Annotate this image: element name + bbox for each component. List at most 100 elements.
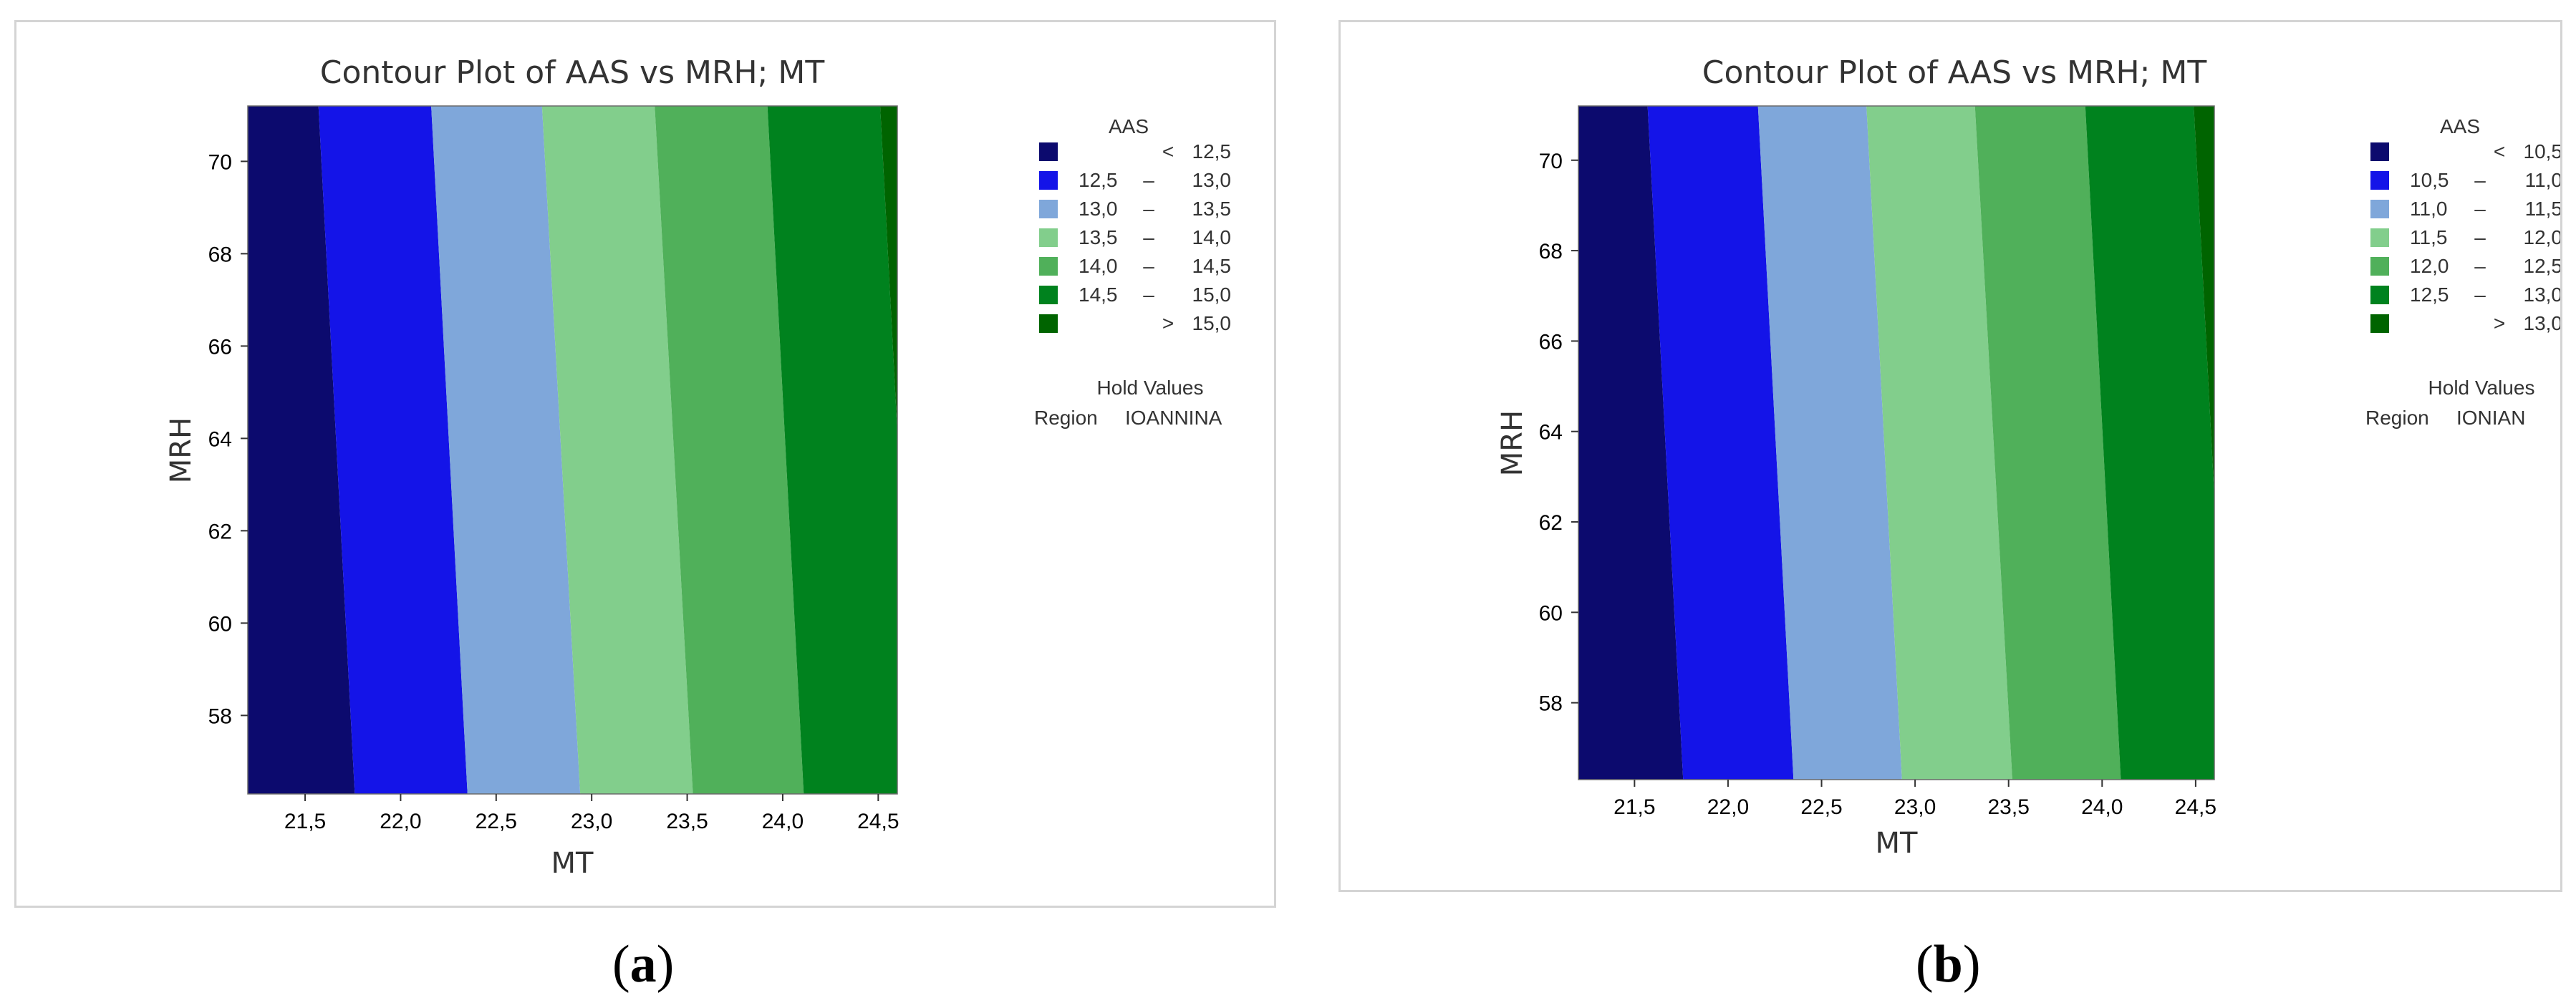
legend-title: AAS (1109, 115, 1149, 137)
x-tick-label-4: 23,5 (1988, 795, 2030, 819)
x-tick-label-2: 22,5 (1800, 795, 1842, 819)
x-tick-label-3: 23,0 (1894, 795, 1936, 819)
legend-swatch-2 (2370, 200, 2389, 218)
x-axis-label: MT (1876, 827, 1919, 860)
legend-low-4: 12,0 (2410, 255, 2449, 277)
caption-a-letter: a (629, 935, 657, 994)
legend-dash-3: – (2474, 226, 2486, 248)
legend-swatch-5 (1039, 286, 1058, 304)
hold-values-title: Hold Values (1097, 377, 1204, 399)
legend-swatch-4 (2370, 257, 2389, 276)
hold-region-value: IOANNINA (1125, 407, 1222, 429)
legend-swatch-0 (1039, 142, 1058, 161)
contour-band-3 (1866, 106, 2012, 780)
plot-frame (1578, 105, 2215, 780)
hold-values-title: Hold Values (2428, 377, 2535, 399)
y-tick-label-5: 68 (208, 243, 232, 266)
chart-title: Contour Plot of AAS vs MRH; MT (1702, 54, 2207, 91)
legend-high-3: 12,0 (2524, 226, 2561, 248)
y-tick-label-2: 62 (208, 520, 232, 543)
y-tick-label-0: 58 (1539, 692, 1563, 716)
y-tick-label-5: 68 (1539, 240, 1563, 263)
contour-bands (1578, 106, 2214, 780)
legend-high-3: 14,0 (1192, 226, 1232, 248)
legend-swatch-2 (1039, 200, 1058, 218)
legend-symbol-0: < (2494, 140, 2505, 163)
legend-high-5: 15,0 (1192, 284, 1232, 306)
y-tick-label-0: 58 (208, 704, 232, 728)
x-tick-label-0: 21,5 (1613, 795, 1655, 819)
legend-swatch-0 (2370, 142, 2389, 161)
x-axis-label: MT (551, 847, 594, 880)
legend-swatch-1 (2370, 171, 2389, 190)
y-tick-label-3: 64 (1539, 421, 1563, 445)
legend-low-2: 11,0 (2410, 198, 2447, 220)
x-tick-label-1: 22,0 (380, 810, 421, 833)
legend-high-4: 12,5 (2524, 255, 2561, 277)
y-tick-label-4: 66 (1539, 330, 1563, 354)
contour-band-0 (1578, 106, 1684, 780)
y-tick-label-1: 60 (208, 612, 232, 636)
x-tick-label-5: 24,0 (762, 810, 804, 833)
y-tick-label-6: 70 (1539, 150, 1563, 173)
legend-dash-2: – (2474, 198, 2486, 220)
legend-low-1: 10,5 (2410, 169, 2449, 191)
legend-low-3: 13,5 (1079, 226, 1118, 248)
legend-dash-1: – (1143, 169, 1154, 191)
y-tick-label-3: 64 (208, 427, 232, 451)
hold-region-label: Region (1034, 407, 1098, 429)
contour-band-5 (2085, 106, 2214, 780)
legend-low-3: 11,5 (2410, 226, 2447, 248)
x-tick-label-2: 22,5 (476, 810, 517, 833)
legend-high-2: 13,5 (1192, 198, 1232, 220)
legend-swatch-3 (1039, 228, 1058, 247)
hold-region-value: IONIAN (2456, 407, 2525, 429)
y-tick-label-4: 66 (208, 335, 232, 359)
contour-band-5 (767, 106, 897, 794)
legend-swatch-4 (1039, 257, 1058, 276)
contour-chart-svg: 21,5 22,0 22,5 23,0 23,5 24,0 24,5 58 60 62 64 66 68… (1496, 54, 2561, 860)
legend-high-0: 12,5 (1192, 140, 1232, 163)
legend-low-5: 14,5 (1079, 284, 1118, 306)
y-tick-label-2: 62 (1539, 511, 1563, 535)
y-axis-label: MRH (165, 417, 198, 483)
contour-panel-a: 21,5 22,0 22,5 23,0 23,5 24,0 24,5 58 60 62 64 66 68… (14, 20, 1276, 908)
legend-swatch-1 (1039, 171, 1058, 190)
contour-band-2 (431, 106, 581, 794)
x-tick-label-1: 22,0 (1707, 795, 1749, 819)
contour-chart-svg: 21,5 22,0 22,5 23,0 23,5 24,0 24,5 58 60 62 64 66 68… (165, 54, 1232, 880)
legend-swatch-5 (2370, 286, 2389, 304)
contour-band-2 (1757, 106, 1902, 780)
legend-high-1: 11,0 (2525, 169, 2560, 191)
legend-dash-5: – (1143, 284, 1154, 306)
x-tick-label-6: 24,5 (857, 810, 899, 833)
legend-high-0: 10,5 (2524, 140, 2561, 163)
legend-swatch-6 (1039, 314, 1058, 333)
legend-high-6: 13,0 (2524, 312, 2561, 334)
legend-high-2: 11,5 (2525, 198, 2560, 220)
contour-band-0 (248, 106, 355, 794)
legend-high-6: 15,0 (1192, 312, 1232, 334)
legend-dash-4: – (1143, 255, 1154, 277)
legend-low-1: 12,5 (1079, 169, 1118, 191)
y-axis-label: MRH (1496, 410, 1529, 476)
x-tick-label-3: 23,0 (571, 810, 612, 833)
contour-band-1 (318, 106, 468, 794)
hold-region-label: Region (2365, 407, 2429, 429)
x-tick-label-4: 23,5 (666, 810, 708, 833)
chart-title: Contour Plot of AAS vs MRH; MT (320, 54, 825, 91)
plot-frame (247, 105, 898, 795)
y-tick-label-1: 60 (1539, 601, 1563, 625)
legend-dash-1: – (2474, 169, 2486, 191)
legend-symbol-6: > (2494, 312, 2505, 334)
y-tick-label-6: 70 (208, 150, 232, 174)
x-tick-label-0: 21,5 (284, 810, 326, 833)
legend-low-5: 12,5 (2410, 284, 2449, 306)
caption-a: (a) (612, 935, 675, 994)
legend-dash-4: – (2474, 255, 2486, 277)
legend-high-5: 13,0 (2524, 284, 2561, 306)
legend-dash-5: – (2474, 284, 2486, 306)
legend-symbol-0: < (1162, 140, 1174, 163)
legend-dash-3: – (1143, 226, 1154, 248)
legend-low-4: 14,0 (1079, 255, 1118, 277)
